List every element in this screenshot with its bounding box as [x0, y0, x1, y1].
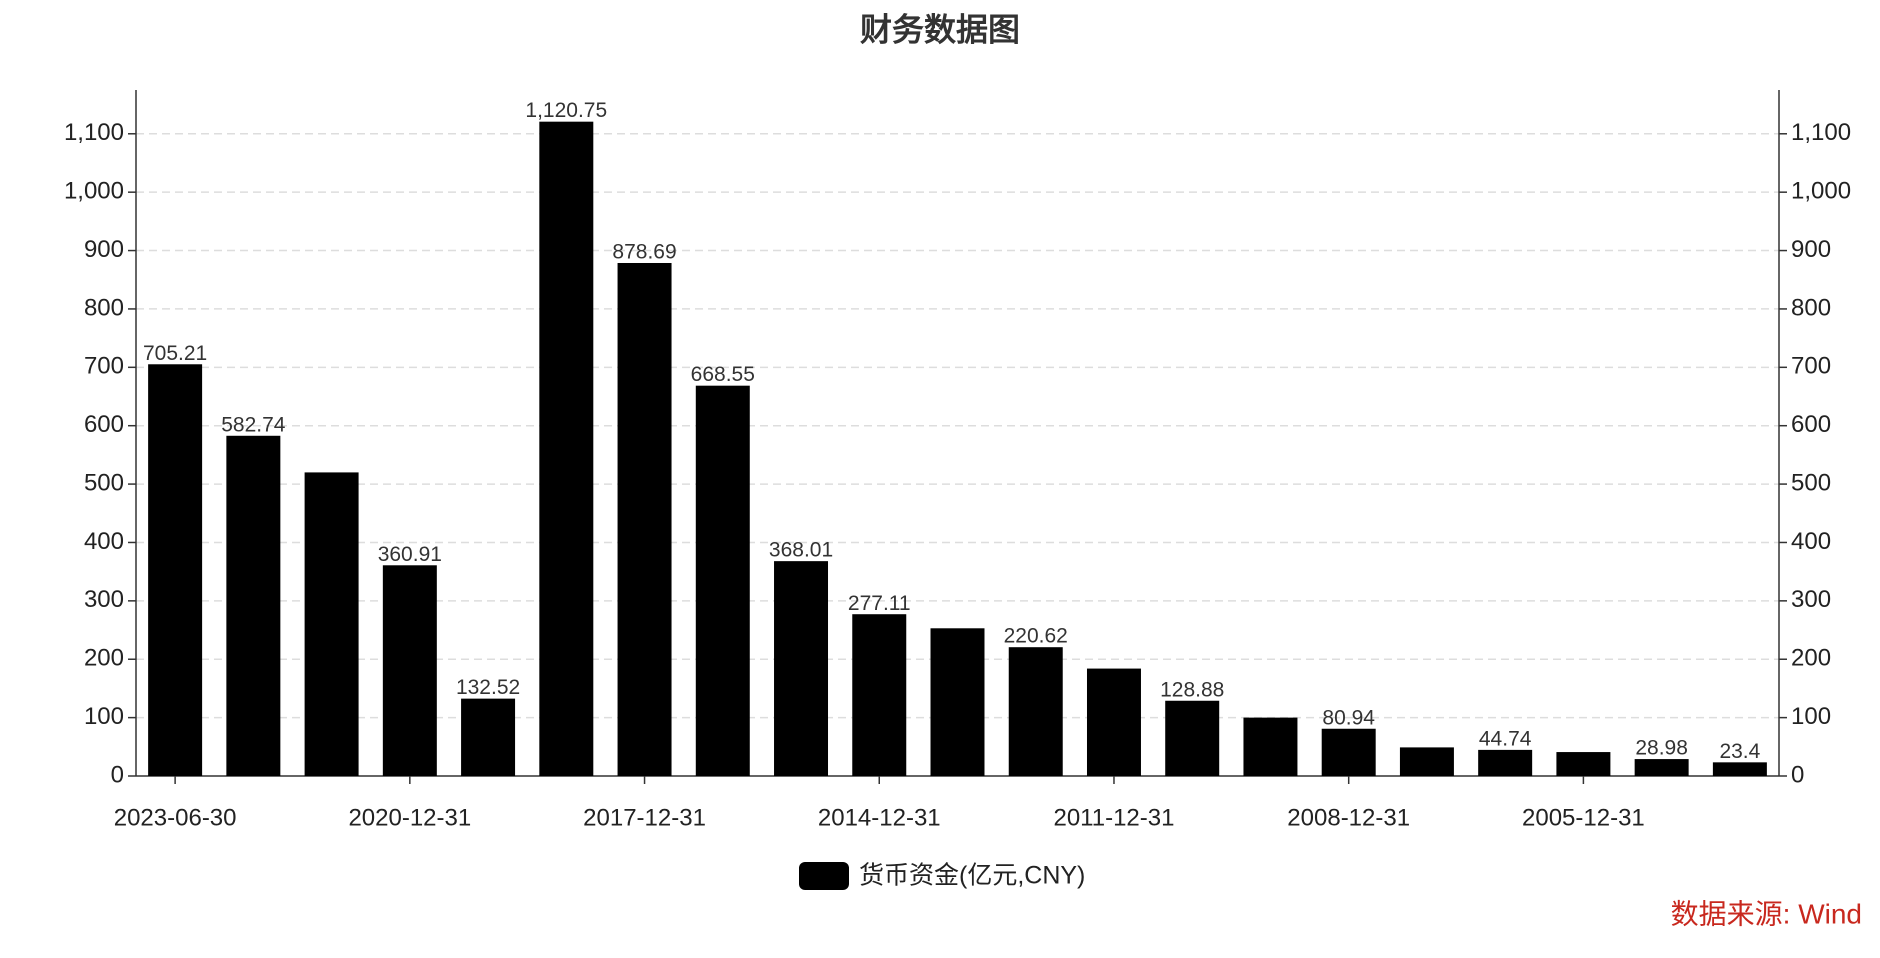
y2-tick-label: 1,000 [1791, 178, 1851, 205]
bar [1086, 668, 1141, 776]
y-tick-label: 0 [111, 761, 124, 788]
value-label: 668.55 [691, 363, 755, 386]
bar [1321, 728, 1376, 776]
source-note: 数据来源: Wind [1671, 898, 1862, 929]
bar [226, 435, 281, 776]
bar [1008, 647, 1063, 776]
y-tick-label: 1,000 [64, 178, 124, 205]
x-tick-label: 2011-12-31 [1053, 804, 1174, 831]
bar [617, 262, 672, 776]
value-label: 1,120.75 [525, 99, 607, 122]
bar [1165, 700, 1220, 776]
value-label: 132.52 [456, 676, 520, 699]
bar [1399, 747, 1454, 776]
y-tick-label: 400 [84, 528, 124, 555]
y-tick-label: 900 [84, 236, 124, 263]
y2-tick-label: 700 [1791, 353, 1831, 380]
bar [148, 364, 203, 776]
value-label: 44.74 [1479, 727, 1532, 750]
y2-tick-label: 900 [1791, 236, 1831, 263]
value-label: 220.62 [1004, 625, 1068, 648]
value-label: 23.4 [1719, 740, 1760, 763]
y-tick-label: 600 [84, 411, 124, 438]
bar [1712, 762, 1767, 776]
bar [852, 614, 907, 776]
bar [1243, 717, 1298, 776]
bar [1556, 752, 1611, 776]
y2-tick-label: 500 [1791, 469, 1831, 496]
bar [382, 565, 437, 776]
value-label: 582.74 [221, 413, 286, 436]
y-tick-label: 700 [84, 353, 124, 380]
y-tick-label: 1,100 [64, 119, 124, 146]
value-label: 128.88 [1160, 678, 1224, 701]
value-label: 28.98 [1635, 737, 1688, 760]
y2-tick-label: 0 [1791, 761, 1804, 788]
y2-tick-label: 1,100 [1791, 119, 1851, 146]
y2-tick-label: 800 [1791, 294, 1831, 321]
y-tick-label: 300 [84, 586, 124, 613]
bar [461, 698, 516, 776]
y2-tick-label: 600 [1791, 411, 1831, 438]
value-label: 878.69 [612, 241, 676, 264]
bar [695, 385, 750, 776]
y-tick-label: 800 [84, 294, 124, 321]
bar [1634, 759, 1689, 776]
y2-tick-label: 200 [1791, 645, 1831, 672]
y-tick-label: 100 [84, 703, 124, 730]
chart-title: 财务数据图 [860, 11, 1020, 47]
x-tick-label: 2008-12-31 [1287, 804, 1410, 831]
legend-label: 货币资金(亿元,CNY) [859, 862, 1085, 890]
value-label: 277.11 [848, 592, 911, 615]
x-tick-label: 2014-12-31 [818, 804, 941, 831]
bar [930, 628, 985, 776]
y-tick-label: 200 [84, 645, 124, 672]
bar [774, 561, 829, 776]
legend-swatch [799, 862, 849, 890]
y2-tick-label: 100 [1791, 703, 1831, 730]
bar [1478, 749, 1533, 776]
x-tick-label: 2005-12-31 [1522, 804, 1645, 831]
value-label: 360.91 [378, 543, 442, 566]
value-label: 80.94 [1322, 706, 1375, 729]
x-tick-label: 2020-12-31 [348, 804, 471, 831]
bar [304, 472, 359, 776]
y2-tick-label: 300 [1791, 586, 1831, 613]
y2-tick-label: 400 [1791, 528, 1831, 555]
value-label: 368.01 [769, 539, 833, 562]
y-tick-label: 500 [84, 469, 124, 496]
value-label: 705.21 [143, 342, 207, 365]
x-tick-label: 2017-12-31 [583, 804, 706, 831]
x-tick-label: 2023-06-30 [114, 804, 237, 831]
bar [539, 121, 594, 776]
